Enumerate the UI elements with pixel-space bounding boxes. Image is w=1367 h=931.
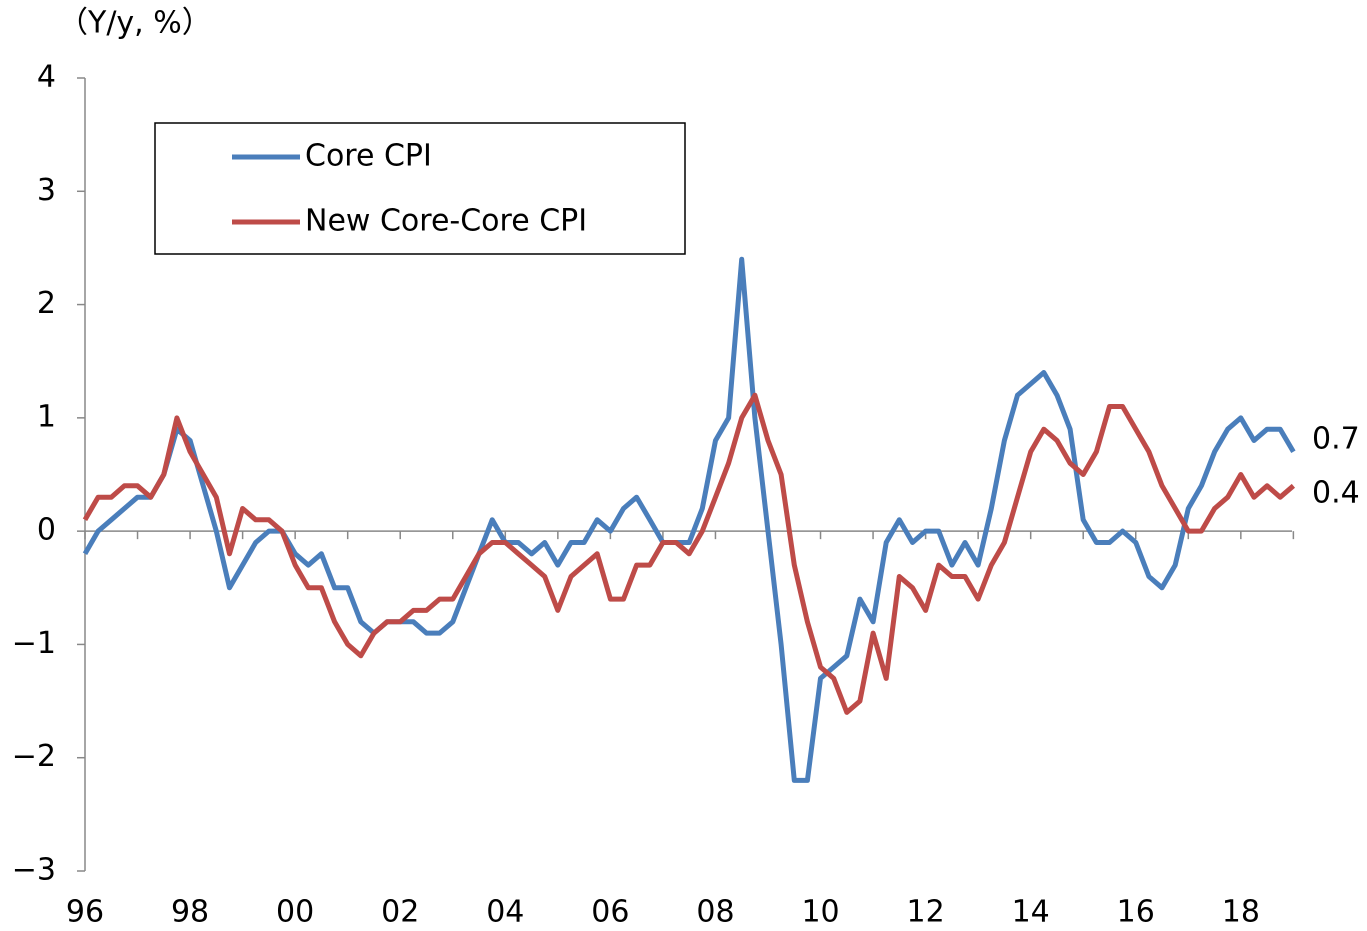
y-tick-label: 1 — [37, 399, 56, 434]
y-tick-label: 0 — [37, 513, 56, 548]
x-tick-label: 06 — [591, 895, 629, 930]
y-tick-label: −3 — [12, 853, 56, 888]
end-value-label: 0.7 — [1312, 421, 1360, 456]
legend-box — [154, 122, 686, 255]
x-tick-label: 00 — [276, 895, 314, 930]
y-axis-label: （Y/y, %） — [58, 6, 212, 41]
x-tick-label: 04 — [486, 895, 524, 930]
x-tick-label: 96 — [66, 895, 104, 930]
y-tick-label: −1 — [12, 626, 56, 661]
y-tick-label: 3 — [37, 173, 56, 208]
x-tick-label: 18 — [1222, 895, 1260, 930]
y-tick-label: −2 — [12, 739, 56, 774]
x-tick-label: 14 — [1012, 895, 1050, 930]
x-tick-label: 10 — [801, 895, 839, 930]
end-value-label: 0.4 — [1312, 475, 1360, 510]
legend-label: New Core-Core CPI — [305, 204, 587, 239]
x-tick-label: 16 — [1117, 895, 1155, 930]
y-tick-label: 4 — [37, 60, 56, 95]
series-line — [82, 392, 1296, 715]
x-tick-label: 08 — [696, 895, 734, 930]
x-tick-label: 98 — [171, 895, 209, 930]
x-tick-label: 12 — [907, 895, 945, 930]
y-tick-label: 2 — [37, 286, 56, 321]
legend-label: Core CPI — [305, 139, 432, 174]
x-tick-label: 02 — [381, 895, 419, 930]
